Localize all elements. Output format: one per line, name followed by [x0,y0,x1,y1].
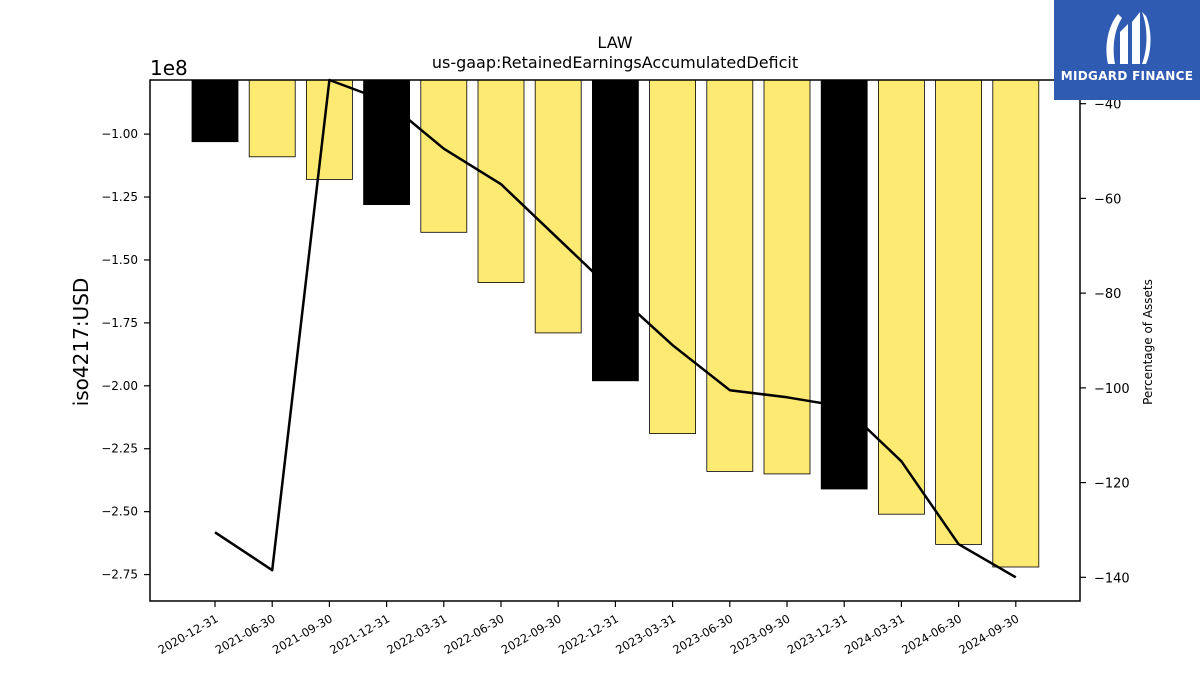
bar-2021-06-30 [248,79,296,158]
y2-tick-label: −100 [1094,382,1130,397]
x-tick-label: 2020-12-31 [156,611,221,657]
chart-subtitle: us-gaap:RetainedEarningsAccumulatedDefic… [432,53,798,72]
chart-title: LAW [597,33,632,52]
y2-tick-label: −40 [1094,98,1121,113]
bar-2022-06-30 [477,79,525,284]
bar-2023-12-31 [820,79,868,490]
bar-2024-03-31 [878,79,925,515]
bar-2023-09-30 [763,79,811,475]
bar-2024-06-30 [935,79,982,545]
bar-2021-12-31 [363,79,411,205]
bar-2020-12-31 [191,79,239,143]
y2-tick-label: −60 [1094,192,1121,207]
bar-2022-12-31 [592,79,639,382]
x-tick-label: 2023-06-30 [670,611,735,657]
bar-2023-06-30 [706,79,754,472]
x-tick-label: 2021-12-31 [327,611,392,657]
brand-logo: MIDGARD FINANCE [1054,0,1200,100]
bar-2024-09-30 [992,79,1040,568]
y-axis-label: iso4217:USD [69,278,93,407]
logo-mark-icon [1106,12,1151,64]
y-tick-label: −1.25 [101,190,138,204]
bar-2022-03-31 [420,79,468,233]
y2-tick-label: −140 [1094,571,1130,586]
x-tick-label: 2024-09-30 [956,611,1021,657]
x-tick-label: 2024-06-30 [899,611,964,657]
x-tick-label: 2022-09-30 [499,611,564,657]
y-offset-label: 1e8 [150,56,188,80]
x-tick-label: 2021-09-30 [270,611,335,657]
y2-tick-label: −120 [1094,477,1130,492]
y2-axis-label: Percentage of Assets [1141,279,1155,405]
y-tick-label: −1.50 [101,253,138,267]
x-tick-label: 2024-03-31 [842,611,907,657]
x-tick-label: 2023-03-31 [613,611,678,657]
y-tick-label: −2.00 [101,379,138,393]
percentage-line [214,78,1017,579]
bar-2022-09-30 [534,79,582,334]
x-tick-label: 2022-12-31 [556,611,621,657]
y-tick-label: −1.75 [101,316,138,330]
y-tick-label: −2.75 [101,568,138,582]
y-tick-label: −2.50 [101,505,138,519]
x-tick-label: 2023-09-30 [728,611,793,657]
y-tick-label: −2.25 [101,442,138,456]
x-tick-label: 2023-12-31 [785,611,850,657]
y-tick-label: −1.00 [101,127,138,141]
y2-tick-label: −80 [1094,287,1121,302]
bar-2021-09-30 [305,79,353,180]
logo-text: MIDGARD FINANCE [1060,69,1194,83]
x-tick-label: 2022-03-31 [384,611,449,657]
bar-2023-03-31 [649,79,696,435]
x-tick-label: 2022-06-30 [442,611,507,657]
x-tick-label: 2021-06-30 [213,611,278,657]
